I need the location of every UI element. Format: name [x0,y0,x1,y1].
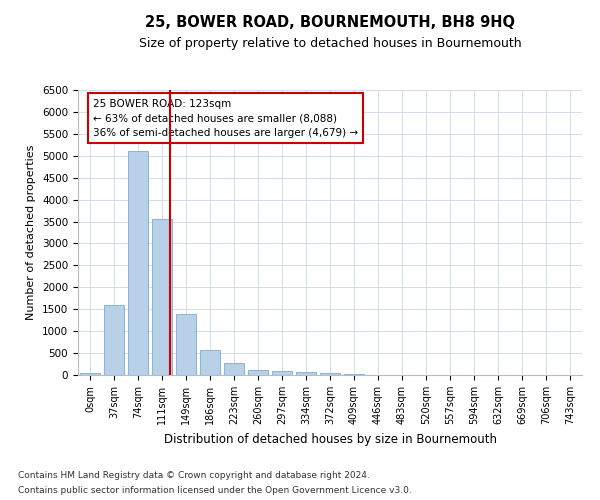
Bar [248,370,268,375]
Bar [320,373,340,375]
Text: 25 BOWER ROAD: 123sqm
← 63% of detached houses are smaller (8,088)
36% of semi-d: 25 BOWER ROAD: 123sqm ← 63% of detached … [93,98,358,138]
Bar [344,374,364,375]
X-axis label: Distribution of detached houses by size in Bournemouth: Distribution of detached houses by size … [163,432,497,446]
Text: Contains public sector information licensed under the Open Government Licence v3: Contains public sector information licen… [18,486,412,495]
Bar [224,363,244,375]
Bar [176,314,196,375]
Bar [80,373,100,375]
Y-axis label: Number of detached properties: Number of detached properties [26,145,37,320]
Bar [200,350,220,375]
Bar [152,220,172,375]
Text: Contains HM Land Registry data © Crown copyright and database right 2024.: Contains HM Land Registry data © Crown c… [18,471,370,480]
Bar [296,372,316,375]
Text: 25, BOWER ROAD, BOURNEMOUTH, BH8 9HQ: 25, BOWER ROAD, BOURNEMOUTH, BH8 9HQ [145,15,515,30]
Text: Size of property relative to detached houses in Bournemouth: Size of property relative to detached ho… [139,38,521,51]
Bar [128,152,148,375]
Bar [104,305,124,375]
Bar [272,371,292,375]
